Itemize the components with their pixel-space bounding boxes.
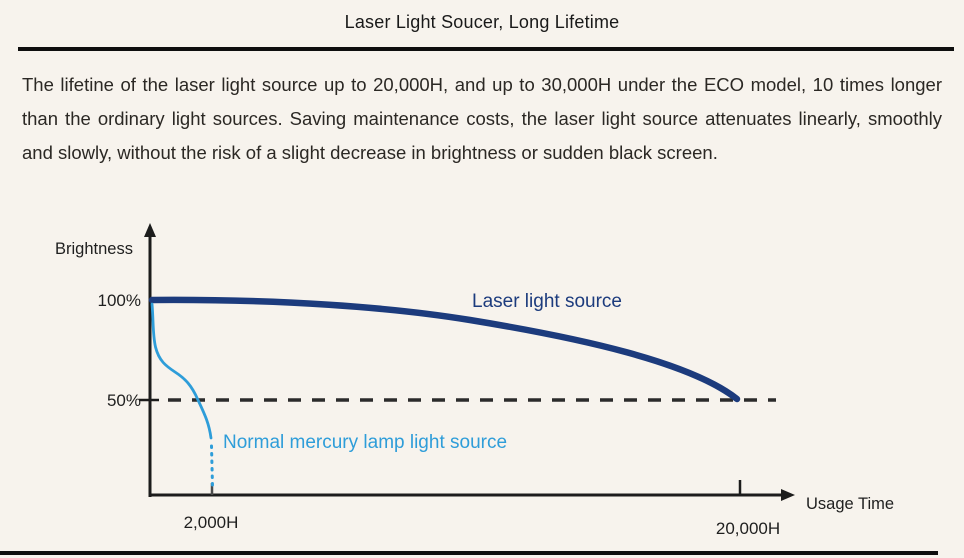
top-divider [18,47,954,51]
y-axis-arrow-icon [144,223,156,237]
lifetime-chart: Brightness Usage Time 100% 50% 2,000H 20… [0,220,964,558]
y-axis-title: Brightness [55,240,133,258]
laser-series-label: Laser light source [472,291,622,312]
x-axis-title: Usage Time [806,495,894,513]
x-axis-arrow-icon [781,489,795,501]
y-tick-50-label: 50% [107,391,141,410]
laser-curve [148,296,741,403]
x-tick-20000-label: 20,000H [716,519,780,538]
mercury-series-label: Normal mercury lamp light source [223,432,507,453]
bottom-divider [0,551,938,555]
mercury-curve-dotted-tail [210,444,214,488]
x-tick-2000-label: 2,000H [184,513,239,532]
lifetime-chart-svg: Brightness Usage Time 100% 50% 2,000H 20… [55,223,894,538]
page-title: Laser Light Soucer, Long Lifetime [344,12,620,32]
body-paragraph: The lifetine of the laser light source u… [22,74,942,163]
mercury-curve [150,302,213,440]
y-tick-100-label: 100% [98,291,141,310]
